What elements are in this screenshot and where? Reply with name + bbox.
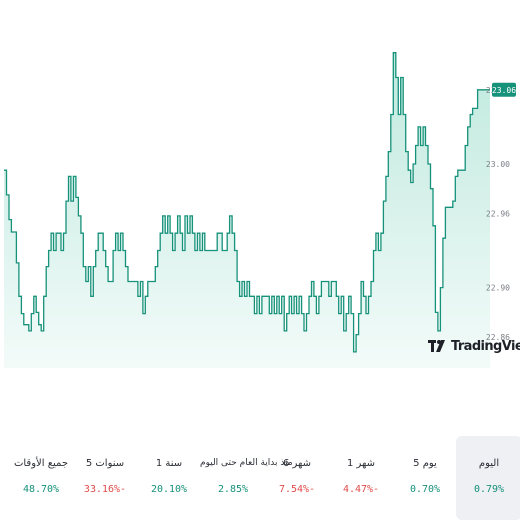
last-price-tag: 23.06	[492, 82, 516, 97]
last-price-label: 23.06	[492, 86, 516, 95]
period-value: 0.70%	[409, 484, 441, 495]
period-1[interactable]: 5 يوم 0.70%	[392, 436, 458, 520]
y-tick-label: 22.86	[486, 333, 510, 342]
last-price-tag-bg	[492, 82, 516, 97]
period-7[interactable]: جميع الأوقات 48.70%	[8, 436, 74, 520]
period-4[interactable]: منذ بداية العام حتى اليوم 2.85%	[200, 436, 293, 520]
period-label: 6 شهر	[282, 458, 312, 469]
price-line-series	[4, 52, 490, 353]
period-2[interactable]: 1 شهر 4.47%-	[328, 436, 394, 520]
price-area-fill	[4, 52, 490, 368]
period-label: اليوم	[478, 458, 500, 469]
period-value: 7.54%-	[278, 484, 316, 495]
period-label: جميع الأوقات	[13, 458, 69, 469]
period-label: 1 سنة	[155, 458, 183, 469]
y-tick-label: 22.90	[486, 284, 510, 293]
period-value: 2.85%	[217, 484, 249, 495]
period-value: 20.10%	[150, 484, 188, 495]
period-label: 5 يوم	[413, 458, 437, 469]
watermark-text: TradingView	[451, 338, 520, 354]
tradingview-logo-icon	[428, 340, 445, 352]
period-label: 5 سنوات	[85, 458, 125, 469]
period-label: منذ بداية العام حتى اليوم	[200, 458, 293, 468]
period-5[interactable]: 1 سنة 20.10%	[136, 436, 202, 520]
period-value: 4.47%-	[342, 484, 380, 495]
period-3[interactable]: 6 شهر 7.54%-	[264, 436, 330, 520]
period-label: 1 شهر	[346, 458, 376, 469]
period-value: 48.70%	[22, 484, 60, 495]
period-0[interactable]: اليوم 0.79%	[456, 436, 520, 520]
period-value: 0.79%	[473, 484, 505, 495]
y-tick-label: 22.96	[486, 210, 510, 219]
y-tick-label: 23.00	[486, 160, 510, 169]
performance-periods: اليوم 0.79% 5 يوم 0.70% 1 شهر 4.47%- 6 شهر 7.54…	[0, 436, 520, 520]
tradingview-watermark[interactable]: TradingView	[428, 335, 520, 357]
period-value: 33.16%-	[83, 484, 127, 495]
period-6[interactable]: 5 سنوات 33.16%-	[72, 436, 138, 520]
